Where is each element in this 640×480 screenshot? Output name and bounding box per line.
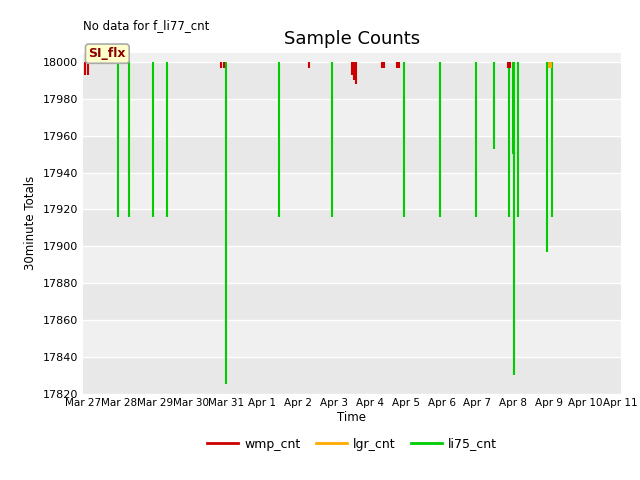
Bar (83, 62, 621, 99)
Bar (83, 283, 621, 320)
Bar (83, 172, 621, 209)
Bar (83, 357, 621, 394)
Bar (83, 246, 621, 283)
Bar (83, 209, 621, 246)
Text: SI_flx: SI_flx (88, 47, 126, 60)
Bar (83, 136, 621, 172)
Bar (83, 99, 621, 136)
Bar (83, 53, 621, 62)
Bar (83, 320, 621, 357)
Legend: wmp_cnt, lgr_cnt, li75_cnt: wmp_cnt, lgr_cnt, li75_cnt (202, 432, 502, 456)
Text: No data for f_li77_cnt: No data for f_li77_cnt (83, 19, 209, 32)
Y-axis label: 30minute Totals: 30minute Totals (24, 176, 37, 270)
Title: Sample Counts: Sample Counts (284, 30, 420, 48)
X-axis label: Time: Time (337, 411, 367, 424)
